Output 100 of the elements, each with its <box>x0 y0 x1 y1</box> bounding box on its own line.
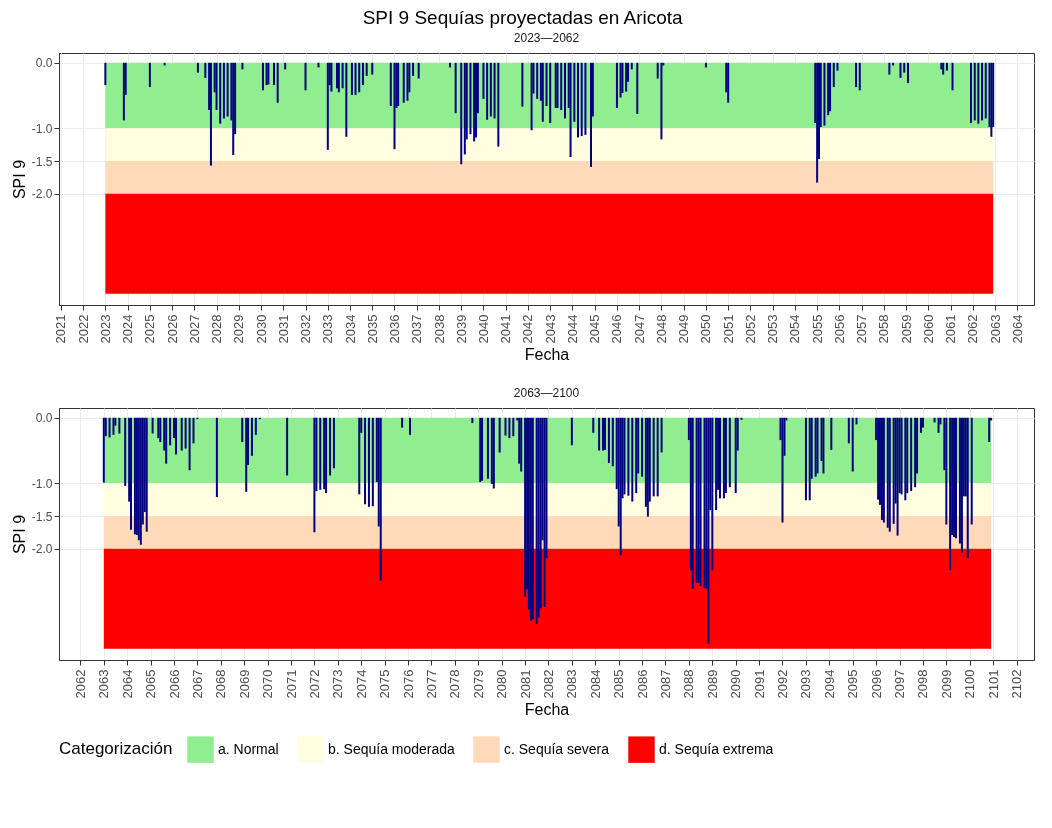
x-tick-label: 2071 <box>283 669 299 699</box>
x-tick-label: 2096 <box>868 669 884 699</box>
legend-label: a. Normal <box>218 740 279 757</box>
x-tick-label: 2091 <box>751 669 767 699</box>
x-tick-label: 2046 <box>609 314 625 344</box>
x-tick-label: 2076 <box>400 669 416 699</box>
y-tick-label: -2.0 <box>31 542 53 557</box>
x-tick-label: 2040 <box>475 314 491 344</box>
x-tick-label: 2055 <box>809 314 825 344</box>
x-tick-label: 2064 <box>119 669 135 699</box>
x-tick-label: 2082 <box>540 669 556 699</box>
x-tick-label: 2054 <box>787 314 803 344</box>
x-tick-label: 2030 <box>253 314 269 344</box>
y-tick-label: -1.5 <box>31 154 53 169</box>
x-tick-label: 2064 <box>1009 314 1025 344</box>
x-axis-title: Fecha <box>524 701 570 719</box>
x-tick-label: 2029 <box>231 314 247 344</box>
x-tick-label: 2086 <box>634 669 650 699</box>
y-axis-title: SPI 9 <box>10 159 28 200</box>
legend-label: d. Sequía extrema <box>659 740 774 757</box>
x-tick-label: 2023 <box>97 314 113 344</box>
y-tick-label: 0.0 <box>35 411 53 426</box>
x-tick-label: 2065 <box>143 669 159 699</box>
x-tick-label: 2060 <box>920 314 936 344</box>
x-tick-label: 2026 <box>164 314 180 344</box>
x-tick-label: 2074 <box>353 669 369 699</box>
x-tick-label: 2072 <box>306 669 322 699</box>
x-tick-label: 2075 <box>377 669 393 699</box>
x-tick-label: 2062 <box>72 669 88 699</box>
y-tick-label: -2.0 <box>31 187 53 202</box>
x-tick-label: 2062 <box>965 314 981 344</box>
x-tick-label: 2066 <box>166 669 182 699</box>
x-tick-label: 2025 <box>142 314 158 344</box>
x-tick-label: 2027 <box>186 314 202 344</box>
x-tick-label: 2042 <box>520 314 536 344</box>
y-tick-label: -1.0 <box>31 476 53 491</box>
x-tick-label: 2031 <box>275 314 291 344</box>
x-tick-label: 2089 <box>704 669 720 699</box>
x-tick-label: 2034 <box>342 314 358 344</box>
legend-label: b. Sequía moderada <box>328 740 456 757</box>
x-tick-label: 2021 <box>53 314 69 344</box>
x-tick-label: 2057 <box>854 314 870 344</box>
x-tick-label: 2033 <box>320 314 336 344</box>
x-tick-label: 2090 <box>728 669 744 699</box>
x-tick-label: 2067 <box>189 669 205 699</box>
x-tick-label: 2053 <box>765 314 781 344</box>
x-tick-label: 2087 <box>657 669 673 699</box>
y-tick-label: -1.0 <box>31 121 53 136</box>
x-tick-label: 2099 <box>938 669 954 699</box>
x-tick-label: 2044 <box>564 314 580 344</box>
chart-title: SPI 9 Sequías proyectadas en Aricota <box>362 6 684 28</box>
y-tick-label: 0.0 <box>35 56 53 71</box>
x-tick-label: 2085 <box>611 669 627 699</box>
x-tick-label: 2073 <box>330 669 346 699</box>
x-tick-label: 2077 <box>423 669 439 699</box>
x-tick-label: 2070 <box>260 669 276 699</box>
chart-subtitle: 2063—2100 <box>513 386 580 400</box>
x-tick-label: 2079 <box>470 669 486 699</box>
x-tick-label: 2095 <box>845 669 861 699</box>
x-tick-label: 2058 <box>876 314 892 344</box>
x-tick-label: 2043 <box>542 314 558 344</box>
x-tick-label: 2047 <box>631 314 647 344</box>
x-tick-label: 2097 <box>892 669 908 699</box>
chart-subtitle: 2023—2062 <box>513 31 580 45</box>
x-tick-label: 2092 <box>775 669 790 699</box>
x-tick-label: 2024 <box>120 314 136 344</box>
x-tick-label: 2084 <box>587 669 603 699</box>
x-tick-label: 2100 <box>962 669 978 699</box>
x-tick-label: 2069 <box>236 669 252 699</box>
x-tick-label: 2080 <box>494 669 510 699</box>
y-tick-label: -1.5 <box>31 509 53 524</box>
x-tick-label: 2051 <box>720 314 736 344</box>
x-tick-label: 2088 <box>681 669 697 699</box>
x-tick-label: 2032 <box>298 314 314 344</box>
x-tick-label: 2059 <box>898 314 914 344</box>
x-tick-label: 2037 <box>409 314 425 344</box>
x-tick-label: 2038 <box>431 314 447 344</box>
x-tick-label: 2083 <box>564 669 580 699</box>
x-tick-label: 2050 <box>698 314 714 344</box>
x-tick-label: 2068 <box>213 669 229 699</box>
x-tick-label: 2049 <box>676 314 692 344</box>
x-tick-label: 2101 <box>985 669 1001 699</box>
x-tick-label: 2081 <box>517 669 533 699</box>
x-tick-label: 2063 <box>96 669 112 699</box>
legend-label: c. Sequía severa <box>504 740 610 757</box>
x-tick-label: 2045 <box>587 314 603 344</box>
x-tick-label: 2056 <box>831 314 847 344</box>
legend-title: Categorización <box>59 739 173 758</box>
x-tick-label: 2061 <box>943 314 959 344</box>
x-tick-label: 2078 <box>447 669 463 699</box>
y-axis-title: SPI 9 <box>10 514 28 555</box>
x-tick-label: 2028 <box>209 314 225 344</box>
x-tick-label: 2098 <box>915 669 931 699</box>
x-tick-label: 2063 <box>987 314 1003 344</box>
x-tick-label: 2048 <box>653 314 669 344</box>
x-tick-label: 2022 <box>75 314 91 344</box>
x-tick-label: 2093 <box>798 669 814 699</box>
x-tick-label: 2094 <box>821 669 837 699</box>
x-tick-label: 2039 <box>453 314 469 344</box>
x-axis-title: Fecha <box>524 346 570 364</box>
